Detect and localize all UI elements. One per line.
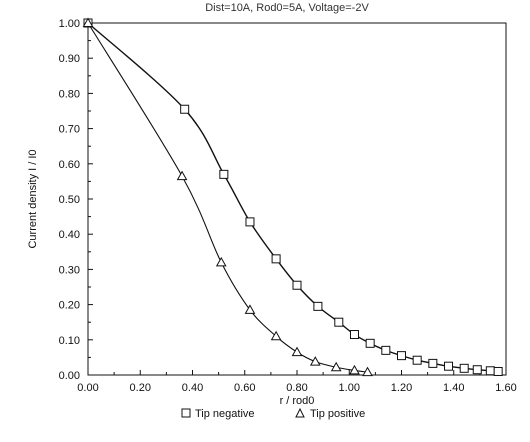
y-tick-label: 0.70 bbox=[59, 124, 80, 136]
data-point-tip-positive bbox=[82, 17, 94, 27]
x-tick-label: 1.00 bbox=[339, 382, 360, 394]
plot-area bbox=[87, 22, 507, 376]
data-point-tip-negative bbox=[219, 169, 229, 179]
chart-title: Dist=10A, Rod0=5A, Voltage=-2V bbox=[205, 2, 369, 14]
legend: Tip negative Tip positive bbox=[181, 407, 365, 420]
data-point-tip-positive bbox=[244, 304, 256, 314]
x-tick-label: 0.20 bbox=[130, 382, 151, 394]
data-point-tip-positive bbox=[349, 364, 360, 375]
data-point-tip-negative bbox=[397, 351, 406, 361]
x-tick-label: 0.40 bbox=[182, 382, 203, 394]
y-tick-label: 0.40 bbox=[59, 229, 80, 241]
x-tick-label: 0.60 bbox=[234, 382, 255, 394]
data-point-tip-negative bbox=[485, 366, 495, 376]
data-point-tip-negative bbox=[365, 338, 375, 348]
data-point-tip-positive bbox=[215, 256, 227, 267]
fit-curves bbox=[87, 22, 499, 373]
y-tick-label: 0.00 bbox=[59, 370, 80, 382]
x-tick-label: 0.80 bbox=[286, 382, 307, 394]
legend-label-tip-negative: Tip negative bbox=[195, 408, 255, 420]
data-markers bbox=[82, 17, 503, 377]
data-point-tip-negative bbox=[334, 317, 344, 327]
y-tick-label: 0.90 bbox=[59, 53, 80, 65]
series-line-tip-positive bbox=[87, 22, 368, 373]
data-point-tip-positive bbox=[309, 356, 321, 366]
legend-label-tip-positive: Tip positive bbox=[310, 408, 365, 420]
series-line-tip-negative bbox=[87, 22, 499, 373]
y-tick-label: 0.10 bbox=[59, 335, 80, 347]
legend-triangle-marker bbox=[295, 407, 305, 418]
x-axis: 0.00 0.20 0.40 0.60 0.80 1.00 1.20 1.40 1.60 bbox=[77, 370, 517, 394]
x-tick-label: 1.60 bbox=[495, 382, 516, 394]
y-tick-label: 0.80 bbox=[59, 88, 80, 100]
x-tick-label: 0.00 bbox=[77, 382, 98, 394]
data-point-tip-negative bbox=[271, 254, 281, 264]
x-tick-label: 1.40 bbox=[443, 382, 464, 394]
data-point-tip-negative bbox=[428, 358, 438, 368]
data-point-tip-negative bbox=[459, 363, 469, 373]
y-tick-label: 0.30 bbox=[59, 264, 80, 276]
data-point-tip-positive bbox=[176, 170, 188, 181]
y-tick-label: 0.60 bbox=[59, 159, 80, 171]
data-point-tip-negative bbox=[245, 217, 255, 227]
data-point-tip-positive bbox=[330, 361, 342, 372]
data-point-tip-positive bbox=[270, 330, 282, 341]
data-point-tip-negative bbox=[472, 365, 482, 375]
x-tick-label: 1.20 bbox=[391, 382, 412, 394]
data-point-tip-negative bbox=[349, 330, 359, 340]
data-point-tip-negative bbox=[493, 366, 503, 376]
y-tick-label: 1.00 bbox=[59, 18, 80, 30]
x-axis-label: r / rod0 bbox=[280, 395, 315, 407]
y-tick-label: 0.20 bbox=[59, 300, 80, 312]
data-point-tip-positive bbox=[362, 366, 373, 377]
data-point-tip-negative bbox=[381, 345, 391, 355]
data-point-tip-negative bbox=[444, 361, 454, 371]
data-point-tip-negative bbox=[292, 280, 302, 290]
legend-square-marker bbox=[181, 408, 191, 418]
data-point-tip-negative bbox=[313, 301, 323, 311]
data-point-tip-positive bbox=[291, 346, 303, 357]
data-point-tip-negative bbox=[180, 104, 190, 114]
y-axis: 0.00 0.10 0.20 0.30 0.40 0.50 0.60 0.70 0.80 0.90… bbox=[59, 18, 93, 382]
y-axis-label: Current density I / I0 bbox=[27, 149, 39, 248]
data-point-tip-negative bbox=[412, 355, 422, 365]
y-tick-label: 0.50 bbox=[59, 194, 80, 206]
